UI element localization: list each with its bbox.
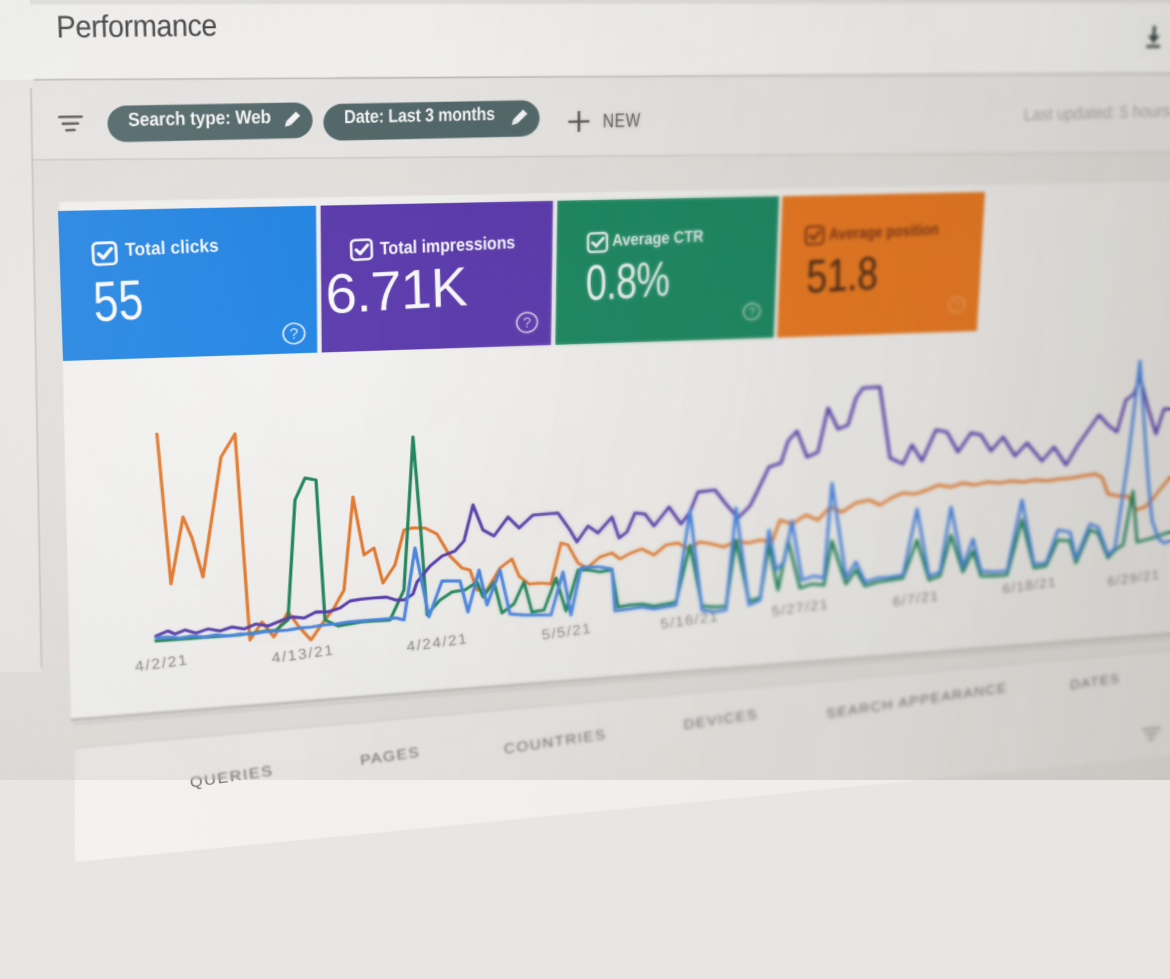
svg-text:?: ? — [954, 298, 961, 311]
svg-text:?: ? — [523, 315, 532, 331]
svg-text:?: ? — [289, 325, 298, 342]
svg-text:?: ? — [748, 305, 755, 318]
